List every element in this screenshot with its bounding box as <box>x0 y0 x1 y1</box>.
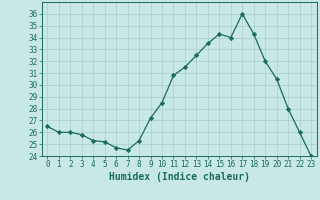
X-axis label: Humidex (Indice chaleur): Humidex (Indice chaleur) <box>109 172 250 182</box>
